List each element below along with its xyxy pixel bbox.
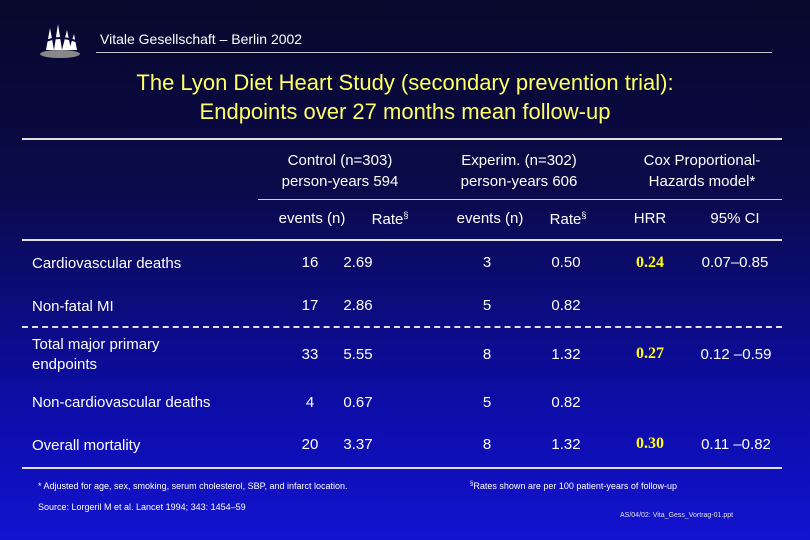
footnote-rates: §Rates shown are per 100 patient-years o… — [470, 481, 677, 491]
table-bottom-rule — [22, 467, 782, 469]
title-line-2: Endpoints over 27 months mean follow-up — [199, 99, 611, 124]
footnote-source: Source: Lorgeril M et al. Lancet 1994; 3… — [38, 502, 246, 512]
cell-control-rate: 5.55 — [343, 346, 373, 363]
cell-hrr: 0.30 — [636, 435, 664, 452]
cox-model-header: Cox Proportional- Hazards model* — [643, 152, 761, 190]
row-label-overall-mortality: Overall mortality — [32, 437, 141, 454]
cell-control-events: 20 — [301, 436, 319, 453]
experimental-group-header: Experim. (n=302) person-years 606 — [460, 152, 578, 190]
header-rule — [96, 52, 772, 53]
cell-hrr: 0.27 — [636, 345, 664, 362]
cell-experimental-rate: 1.32 — [551, 436, 581, 453]
cell-control-rate: 2.69 — [343, 254, 373, 271]
hrr-header: HRR — [633, 210, 667, 227]
cell-experimental-events: 8 — [482, 346, 492, 363]
organization-label: Vitale Gesellschaft – Berlin 2002 — [100, 31, 303, 47]
row-label-total-major-primary-endpoints: Total major primary endpoints — [32, 336, 160, 373]
cell-experimental-events: 5 — [482, 394, 492, 411]
row-label-non-cardiovascular-deaths: Non-cardiovascular deaths — [32, 394, 211, 411]
cell-control-rate: 3.37 — [343, 436, 373, 453]
vitale-logo-icon — [40, 24, 80, 58]
cell-experimental-events: 3 — [482, 254, 492, 271]
cell-experimental-rate: 0.82 — [551, 394, 581, 411]
cell-control-events: 17 — [301, 297, 319, 314]
cell-experimental-events: 8 — [482, 436, 492, 453]
header-separator-rule — [258, 199, 782, 200]
control-group-header: Control (n=303) person-years 594 — [281, 152, 399, 190]
row-label-cardiovascular-deaths: Cardiovascular deaths — [32, 255, 182, 272]
cell-experimental-events: 5 — [482, 297, 492, 314]
cell-experimental-rate: 0.82 — [551, 297, 581, 314]
control-rate-header: Rate§ — [371, 210, 409, 228]
header-bottom-rule — [22, 239, 782, 241]
row-label-non-fatal-mi: Non-fatal MI — [32, 298, 114, 315]
experimental-events-header: events (n) — [456, 210, 524, 227]
cell-control-rate: 0.67 — [343, 394, 373, 411]
cell-control-events: 4 — [305, 394, 315, 411]
cell-experimental-rate: 1.32 — [551, 346, 581, 363]
footnote-adjusted: * Adjusted for age, sex, smoking, serum … — [38, 481, 348, 491]
slide-title: The Lyon Diet Heart Study (secondary pre… — [0, 68, 810, 126]
experimental-rate-header: Rate§ — [549, 210, 587, 228]
control-events-header: events (n) — [278, 210, 346, 227]
slide-file-id: AS/04/02: Vita_Gess_Vortrag-01.ppt — [620, 512, 734, 519]
cell-control-events: 33 — [301, 346, 319, 363]
cell-control-events: 16 — [301, 254, 319, 271]
dashed-separator — [22, 326, 782, 328]
cell-hrr: 0.24 — [636, 254, 664, 271]
cell-control-rate: 2.86 — [343, 297, 373, 314]
cell-experimental-rate: 0.50 — [551, 254, 581, 271]
cell-ci: 0.07–0.85 — [701, 254, 769, 271]
ci-header: 95% CI — [710, 210, 760, 227]
table-top-rule — [22, 138, 782, 140]
cell-ci: 0.11 –0.82 — [701, 436, 771, 453]
cell-ci: 0.12 –0.59 — [700, 346, 772, 363]
title-line-1: The Lyon Diet Heart Study (secondary pre… — [136, 70, 674, 95]
